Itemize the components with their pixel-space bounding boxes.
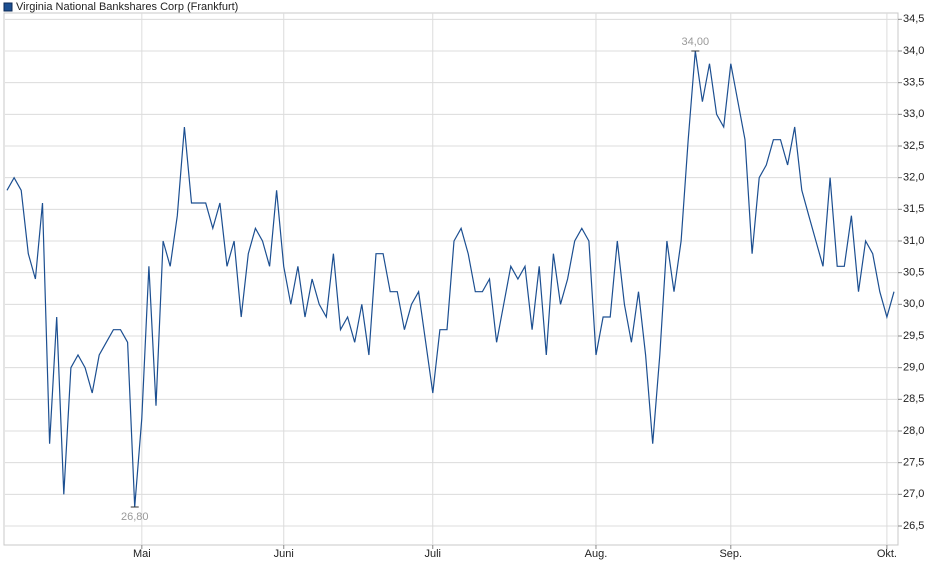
y-tick-label: 32,5 xyxy=(903,140,924,152)
x-tick-label: Aug. xyxy=(585,548,608,560)
y-tick-label: 34,0 xyxy=(903,45,924,57)
y-tick-label: 27,5 xyxy=(903,457,924,469)
x-tick-label: Sep. xyxy=(719,548,742,560)
y-tick-label: 28,0 xyxy=(903,425,924,437)
y-tick-label: 27,0 xyxy=(903,488,924,500)
y-tick-label: 28,5 xyxy=(903,393,924,405)
x-tick-label: Mai xyxy=(133,548,151,560)
legend-label: Virginia National Bankshares Corp (Frank… xyxy=(16,1,238,13)
y-tick-label: 33,5 xyxy=(903,77,924,89)
y-tick-label: 34,5 xyxy=(903,13,924,25)
x-tick-label: Okt. xyxy=(877,548,897,560)
y-tick-label: 30,0 xyxy=(903,298,924,310)
y-tick-label: 32,0 xyxy=(903,172,924,184)
x-tick-label: Juli xyxy=(425,548,442,560)
y-tick-label: 31,0 xyxy=(903,235,924,247)
y-tick-label: 29,5 xyxy=(903,330,924,342)
y-tick-label: 30,5 xyxy=(903,267,924,279)
price-line xyxy=(6,50,895,508)
y-tick-label: 31,5 xyxy=(903,203,924,215)
legend-swatch xyxy=(3,2,13,12)
max-label: 34,00 xyxy=(682,36,710,48)
y-tick-label: 29,0 xyxy=(903,362,924,374)
y-tick-label: 33,0 xyxy=(903,108,924,120)
x-tick-label: Juni xyxy=(274,548,294,560)
y-tick-label: 26,5 xyxy=(903,520,924,532)
min-label: 26,80 xyxy=(121,511,149,523)
